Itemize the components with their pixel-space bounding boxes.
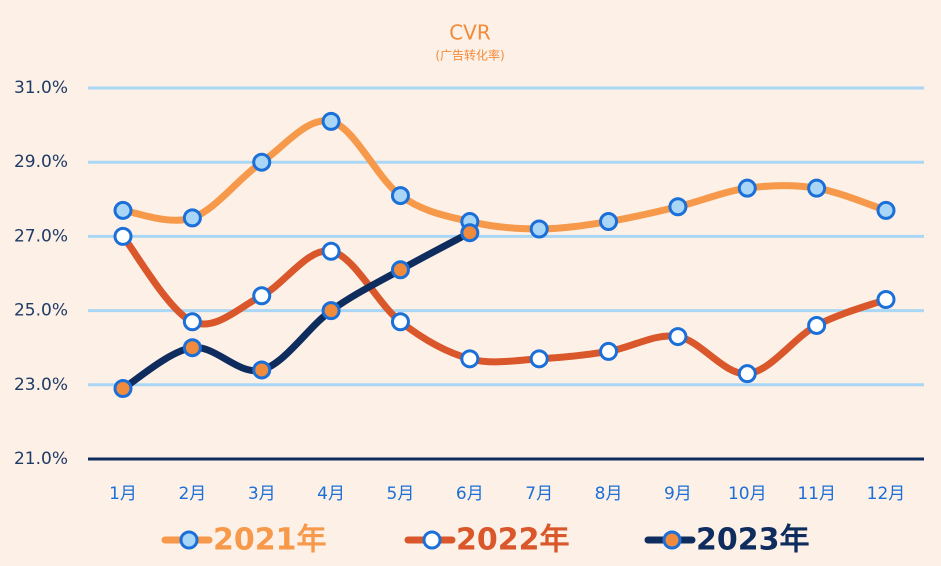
x-tick-label: 4月: [317, 484, 345, 504]
x-tick-label: 3月: [248, 484, 276, 504]
x-tick-label: 7月: [525, 484, 553, 504]
data-point: [390, 312, 410, 332]
data-point: [321, 301, 341, 321]
legend-marker: [179, 530, 199, 550]
data-point: [529, 219, 549, 239]
y-tick-label: 29.0%: [14, 152, 68, 172]
data-point: [252, 360, 272, 380]
data-point: [113, 226, 133, 246]
data-point: [807, 178, 827, 198]
legend-marker: [662, 530, 682, 550]
data-point: [113, 200, 133, 220]
data-point: [252, 286, 272, 306]
data-point: [876, 289, 896, 309]
data-point: [668, 197, 688, 217]
legend-label: 2022年: [456, 523, 570, 558]
data-point: [807, 315, 827, 335]
data-point: [182, 208, 202, 228]
chart-subtitle: (广告转化率): [435, 48, 504, 63]
x-tick-label: 1月: [109, 484, 137, 504]
x-tick-label: 2月: [178, 484, 206, 504]
x-tick-label: 12月: [867, 484, 906, 504]
data-point: [737, 364, 757, 384]
x-tick-label: 9月: [664, 484, 692, 504]
x-tick-label: 6月: [456, 484, 484, 504]
legend-marker: [422, 530, 442, 550]
legend-label: 2023年: [696, 523, 810, 558]
data-point: [252, 152, 272, 172]
data-point: [390, 186, 410, 206]
data-point: [668, 327, 688, 347]
y-tick-label: 27.0%: [14, 226, 68, 246]
x-tick-label: 10月: [728, 484, 767, 504]
data-point: [599, 341, 619, 361]
x-tick-label: 11月: [797, 484, 836, 504]
chart-title: CVR: [449, 21, 491, 45]
x-tick-label: 5月: [387, 484, 415, 504]
data-point: [182, 338, 202, 358]
legend-label: 2021年: [213, 523, 327, 558]
data-point: [113, 379, 133, 399]
y-tick-label: 21.0%: [14, 449, 68, 469]
y-tick-label: 23.0%: [14, 375, 68, 395]
data-point: [321, 241, 341, 261]
y-tick-label: 31.0%: [14, 78, 68, 98]
y-tick-label: 25.0%: [14, 301, 68, 321]
data-point: [390, 260, 410, 280]
data-point: [737, 178, 757, 198]
x-tick-label: 8月: [595, 484, 623, 504]
data-point: [599, 212, 619, 232]
data-point: [529, 349, 549, 369]
data-point: [460, 223, 480, 243]
data-point: [460, 349, 480, 369]
data-point: [321, 111, 341, 131]
data-point: [182, 312, 202, 332]
data-point: [876, 200, 896, 220]
